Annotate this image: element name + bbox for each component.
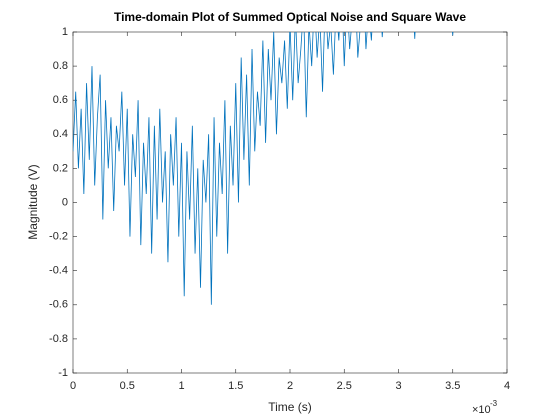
x-tick-label: 1.5 xyxy=(228,380,243,392)
y-axis-label: Magnitude (V) xyxy=(26,164,40,239)
y-tick-label: 1 xyxy=(62,26,68,38)
x-tick-label: 3 xyxy=(395,380,401,392)
x-tick-label: 4 xyxy=(504,380,510,392)
chart-title: Time-domain Plot of Summed Optical Noise… xyxy=(114,10,466,24)
x-multiplier: ×10 xyxy=(472,404,491,416)
y-tick-label: -0.4 xyxy=(49,265,68,277)
x-tick-label: 3.5 xyxy=(445,380,460,392)
y-tick-label: 0.8 xyxy=(53,60,68,72)
x-multiplier-exponent: -3 xyxy=(490,399,498,408)
plot-area xyxy=(72,31,508,374)
y-tick-label: 0.2 xyxy=(53,162,68,174)
signal-line xyxy=(73,32,454,305)
y-tick-label: -0.2 xyxy=(49,231,68,243)
x-tick-label: 1 xyxy=(178,380,184,392)
y-tick-label: 0.4 xyxy=(53,128,68,140)
x-tick-label: 0.5 xyxy=(120,380,135,392)
y-tick-label: -1 xyxy=(58,367,68,379)
x-tick-label: 2.5 xyxy=(337,380,352,392)
y-tick-label: 0.6 xyxy=(53,94,68,106)
x-tick-label: 0 xyxy=(70,380,76,392)
y-tick-label: -0.8 xyxy=(49,333,68,345)
y-tick-label: 0 xyxy=(62,196,68,208)
y-tick-label: -0.6 xyxy=(49,299,68,311)
x-axis-label: Time (s) xyxy=(268,400,312,414)
x-tick-label: 2 xyxy=(287,380,293,392)
